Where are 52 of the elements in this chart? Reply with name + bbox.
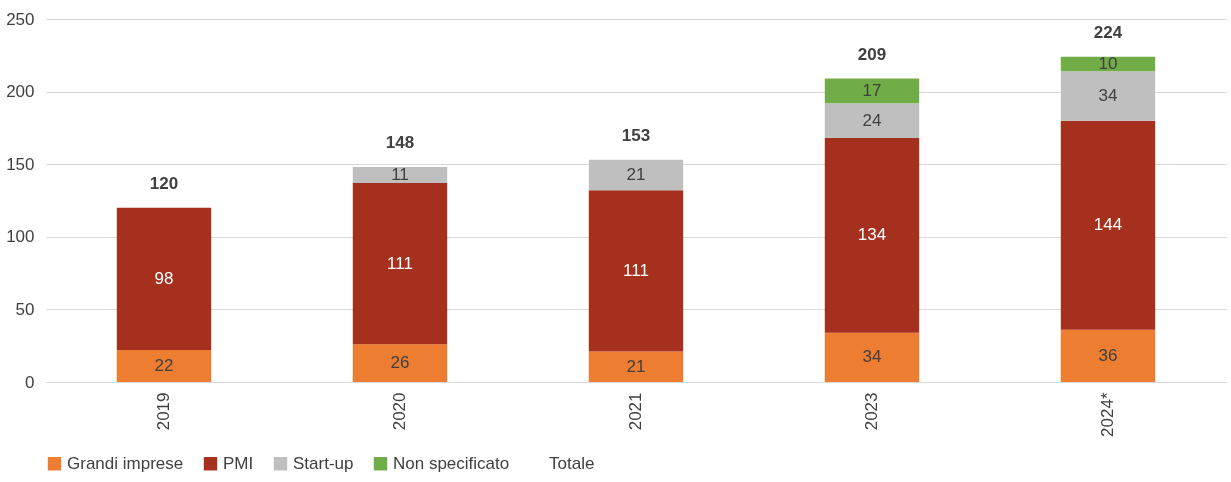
bar (824, 78, 920, 104)
legend-label: PMI (223, 453, 254, 473)
data-label: 34 (1098, 85, 1118, 105)
total-label: 153 (621, 125, 651, 145)
x-tick-label: 2021 (626, 392, 645, 431)
bar (116, 207, 212, 351)
bar (116, 350, 212, 382)
data-label: 144 (1093, 215, 1123, 235)
bar (1060, 71, 1156, 121)
bar (824, 103, 920, 139)
x-tick-label: 2019 (154, 392, 173, 431)
data-label: 11 (391, 165, 409, 185)
data-label: 111 (623, 260, 649, 280)
total-label: 148 (385, 133, 415, 153)
data-label: 22 (154, 356, 174, 376)
data-label: 26 (390, 353, 410, 373)
x-tick-label: 2024* (1098, 392, 1117, 437)
x-tick-label: 2020 (390, 392, 409, 431)
bar (352, 344, 448, 382)
legend-label: Grandi imprese (67, 453, 184, 473)
legend-label: Non specificato (393, 453, 510, 473)
data-label: 34 (862, 347, 882, 367)
y-tick-label: 200 (6, 82, 35, 102)
y-tick-label: 50 (15, 299, 35, 319)
bar (588, 351, 684, 382)
text: Totale (549, 453, 595, 473)
y-tick-label: 150 (6, 154, 35, 174)
data-label: 36 (1098, 345, 1118, 365)
legend-label: Start-up (293, 453, 354, 473)
bar (352, 183, 448, 345)
total-label: 224 (1093, 22, 1123, 42)
bar (1060, 120, 1156, 330)
bar (824, 138, 920, 333)
data-label: 17 (862, 80, 882, 100)
bar (824, 332, 920, 382)
bar (588, 159, 684, 191)
y-tick-label: 0 (25, 372, 35, 392)
data-label: 21 (626, 165, 646, 185)
total-label: 209 (857, 44, 887, 64)
x-tick-label: 2023 (862, 392, 881, 431)
data-label: 10 (1098, 54, 1118, 74)
y-tick-label: 100 (6, 227, 35, 247)
y-tick-label: 250 (6, 9, 35, 29)
data-label: 111 (387, 253, 413, 273)
bar (352, 167, 448, 184)
data-label: 134 (857, 225, 887, 245)
data-label: 98 (154, 268, 174, 288)
data-label: 21 (626, 356, 646, 376)
bar (1060, 329, 1156, 382)
bar (588, 190, 684, 352)
total-label: 120 (149, 173, 179, 193)
data-label: 24 (862, 110, 882, 130)
